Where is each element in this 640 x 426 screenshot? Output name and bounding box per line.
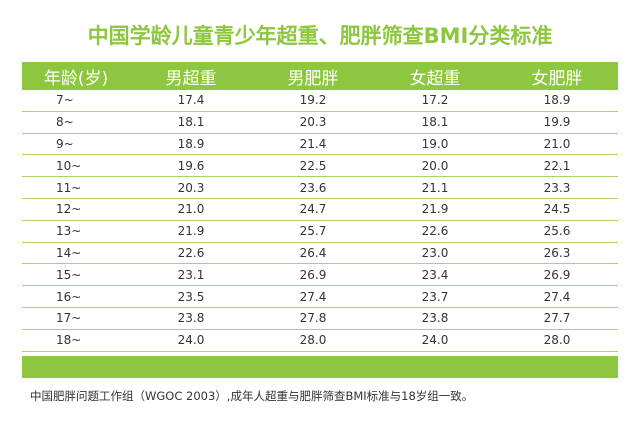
age-cell: 9~: [22, 133, 130, 156]
value-cell: 23.8: [130, 307, 252, 330]
table-row: 13~ 21.9 25.7 22.6 25.6: [22, 220, 618, 243]
value-cell: 21.4: [252, 133, 374, 156]
value-cell: 21.1: [374, 176, 496, 199]
age-cell: 11~: [22, 176, 130, 199]
value-cell: 23.8: [374, 307, 496, 330]
table-body: 7~ 17.4 19.2 17.2 18.9 8~ 18.1 20.3 18.1 19.9 9~ 18…: [22, 90, 618, 352]
age-cell: 12~: [22, 198, 130, 221]
value-cell: 17.4: [130, 90, 252, 112]
value-cell: 26.9: [496, 263, 618, 287]
value-cell: 22.6: [374, 220, 496, 243]
value-cell: 22.1: [496, 154, 618, 178]
value-cell: 22.5: [252, 154, 374, 178]
table-row: 11~ 20.3 23.6 21.1 23.3: [22, 176, 618, 199]
age-cell: 7~: [22, 90, 130, 112]
value-cell: 23.0: [374, 242, 496, 265]
title: 中国学龄儿童青少年超重、肥胖筛查BMI分类标准: [87, 24, 553, 48]
value-cell: 25.6: [496, 220, 618, 243]
value-cell: 27.4: [252, 285, 374, 308]
value-cell: 17.2: [374, 90, 496, 112]
value-cell: 27.8: [252, 307, 374, 330]
value-cell: 26.9: [252, 263, 374, 287]
table-row: 7~ 17.4 19.2 17.2 18.9: [22, 90, 618, 112]
age-cell: 17~: [22, 307, 130, 330]
table-row: 17~ 23.8 27.8 23.8 27.7: [22, 307, 618, 330]
table-row: 9~ 18.9 21.4 19.0 21.0: [22, 133, 618, 156]
value-cell: 23.5: [130, 285, 252, 308]
age-cell: 18~: [22, 329, 130, 352]
table-row: 8~ 18.1 20.3 18.1 19.9: [22, 111, 618, 134]
value-cell: 23.1: [130, 263, 252, 287]
age-cell: 13~: [22, 220, 130, 243]
value-cell: 24.0: [130, 329, 252, 352]
table-row: 16~ 23.5 27.4 23.7 27.4: [22, 285, 618, 308]
value-cell: 23.3: [496, 176, 618, 199]
table-row: 14~ 22.6 26.4 23.0 26.3: [22, 242, 618, 265]
table-row: 15~ 23.1 26.9 23.4 26.9: [22, 263, 618, 287]
value-cell: 24.0: [374, 329, 496, 352]
value-cell: 23.6: [252, 176, 374, 199]
value-cell: 19.6: [130, 154, 252, 178]
bmi-table: 年龄(岁) 男超重 男肥胖 女超重 女肥胖 7~ 17.4 19.2 17.2 18.9 8~ 18…: [22, 62, 618, 352]
value-cell: 24.7: [252, 198, 374, 221]
value-cell: 18.9: [130, 133, 252, 156]
value-cell: 25.7: [252, 220, 374, 243]
value-cell: 21.0: [496, 133, 618, 156]
age-cell: 16~: [22, 285, 130, 308]
footer-bar: [22, 356, 618, 378]
column-header: 女超重: [374, 62, 496, 90]
value-cell: 21.9: [130, 220, 252, 243]
value-cell: 20.3: [252, 111, 374, 134]
value-cell: 19.0: [374, 133, 496, 156]
column-header: 女肥胖: [496, 62, 618, 90]
value-cell: 19.2: [252, 90, 374, 112]
value-cell: 18.1: [374, 111, 496, 134]
age-cell: 15~: [22, 263, 130, 287]
value-cell: 27.4: [496, 285, 618, 308]
value-cell: 19.9: [496, 111, 618, 134]
column-header: 年龄(岁): [22, 62, 130, 90]
value-cell: 27.7: [496, 307, 618, 330]
footnote: 中国肥胖问题工作组（WGOC 2003）,成年人超重与肥胖筛查BMI标准与18岁…: [30, 389, 474, 403]
age-cell: 8~: [22, 111, 130, 134]
value-cell: 18.9: [496, 90, 618, 112]
value-cell: 28.0: [496, 329, 618, 352]
value-cell: 24.5: [496, 198, 618, 221]
header-row: 年龄(岁) 男超重 男肥胖 女超重 女肥胖: [22, 62, 618, 90]
value-cell: 28.0: [252, 329, 374, 352]
column-header: 男肥胖: [252, 62, 374, 90]
value-cell: 22.6: [130, 242, 252, 265]
table-row: 10~ 19.6 22.5 20.0 22.1: [22, 154, 618, 178]
value-cell: 26.3: [496, 242, 618, 265]
table-row: 18~ 24.0 28.0 24.0 28.0: [22, 329, 618, 352]
column-header: 男超重: [130, 62, 252, 90]
table-row: 12~ 21.0 24.7 21.9 24.5: [22, 198, 618, 221]
age-cell: 14~: [22, 242, 130, 265]
value-cell: 18.1: [130, 111, 252, 134]
value-cell: 23.7: [374, 285, 496, 308]
value-cell: 23.4: [374, 263, 496, 287]
value-cell: 26.4: [252, 242, 374, 265]
value-cell: 21.9: [374, 198, 496, 221]
value-cell: 21.0: [130, 198, 252, 221]
value-cell: 20.0: [374, 154, 496, 178]
value-cell: 20.3: [130, 176, 252, 199]
age-cell: 10~: [22, 154, 130, 178]
